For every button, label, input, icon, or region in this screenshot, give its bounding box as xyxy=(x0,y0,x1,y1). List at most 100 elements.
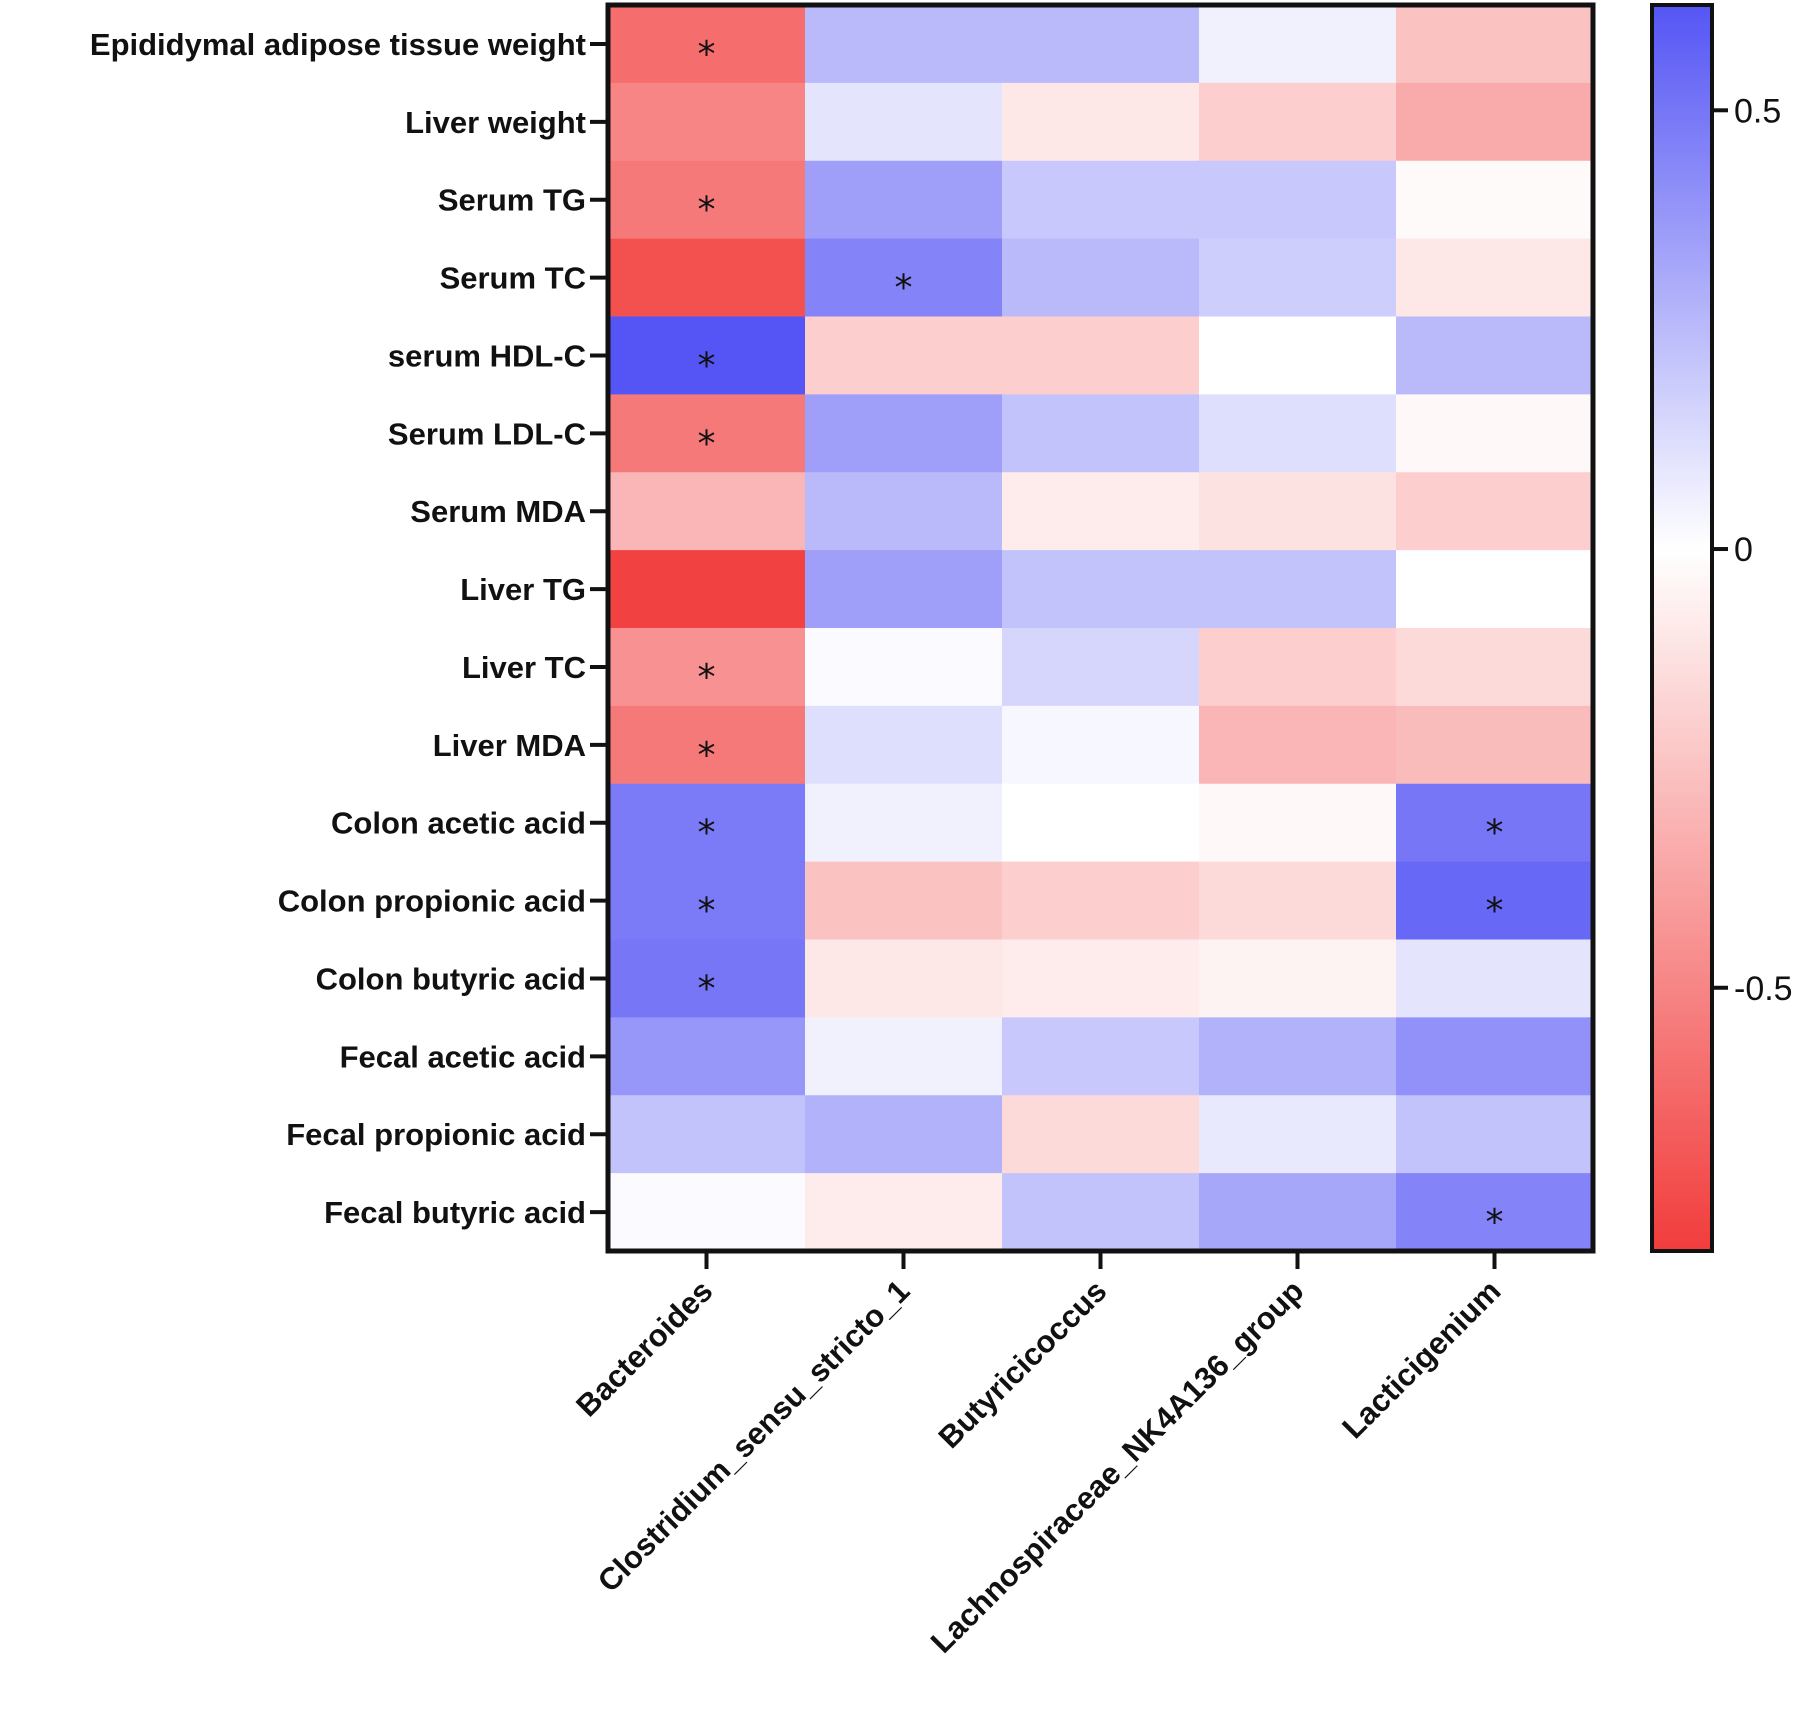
heatmap-cell xyxy=(1396,472,1594,551)
heatmap-cell xyxy=(1199,628,1397,707)
heatmap-cell xyxy=(1396,550,1594,629)
heatmap-cell xyxy=(608,1095,806,1174)
heatmap-cell xyxy=(1396,861,1594,941)
significance-star: * xyxy=(698,968,716,1009)
heatmap-cell xyxy=(805,861,1003,941)
heatmap-cell xyxy=(1396,238,1594,318)
heatmap-cell xyxy=(1396,705,1594,785)
heatmap-cell xyxy=(608,1017,806,1096)
heatmap-cell xyxy=(1199,1173,1397,1252)
heatmap-cell xyxy=(1199,238,1397,318)
row-label: Serum TC xyxy=(440,261,586,296)
heatmap-cell xyxy=(1199,783,1397,863)
heatmap-cell xyxy=(1396,316,1594,395)
significance-star: * xyxy=(698,657,716,698)
heatmap-cell xyxy=(608,394,806,473)
row-axis: Epididymal adipose tissue weight Liver we… xyxy=(90,27,608,1230)
heatmap-cell xyxy=(1002,1017,1200,1096)
heatmap-cell xyxy=(1002,1173,1200,1252)
heatmap-cell xyxy=(1002,394,1200,473)
significance-star: * xyxy=(1486,891,1504,932)
heatmap-cell xyxy=(608,316,806,395)
column-label: Lacticigenium xyxy=(1335,1273,1507,1445)
column-label: Clostridium_sensu_stricto_1 xyxy=(591,1273,917,1599)
row-label: Colon acetic acid xyxy=(331,806,586,841)
heatmap-cells xyxy=(608,5,1594,1252)
row-label: Serum TG xyxy=(438,183,586,218)
heatmap-cell xyxy=(1199,939,1397,1018)
significance-star: * xyxy=(1486,1202,1504,1243)
colorbar-gradient xyxy=(1650,3,1714,1253)
heatmap-cell xyxy=(1199,861,1397,941)
significance-star: * xyxy=(698,34,716,75)
significance-star: * xyxy=(698,345,716,386)
heatmap-cell xyxy=(1199,550,1397,629)
colorbar-tick-label: 0.5 xyxy=(1734,92,1781,130)
significance-star: * xyxy=(698,735,716,776)
heatmap-cell xyxy=(1396,160,1594,240)
row-label: serum HDL-C xyxy=(388,338,586,373)
heatmap-cell xyxy=(608,861,806,941)
column-label: Bacteroides xyxy=(569,1273,719,1423)
colorbar-tick-label: 0 xyxy=(1734,531,1753,569)
column-label: Butyricicoccus xyxy=(932,1273,1114,1455)
colorbar-tick-label: -0.5 xyxy=(1734,970,1793,1008)
heatmap-cell xyxy=(608,783,806,863)
heatmap-cell xyxy=(1199,394,1397,473)
row-label: Fecal acetic acid xyxy=(340,1039,586,1074)
heatmap-cell xyxy=(1396,628,1594,707)
heatmap-cell xyxy=(805,628,1003,707)
heatmap-cell xyxy=(608,705,806,785)
heatmap-cell xyxy=(1396,939,1594,1018)
heatmap-cell xyxy=(608,939,806,1018)
significance-star: * xyxy=(698,423,716,464)
row-label: Liver TG xyxy=(460,572,586,607)
heatmap-cell xyxy=(1396,394,1594,473)
heatmap-cell xyxy=(805,550,1003,629)
row-label: Fecal butyric acid xyxy=(324,1195,586,1230)
heatmap-cell xyxy=(805,160,1003,240)
heatmap-cell xyxy=(1199,1017,1397,1096)
row-label: Fecal propionic acid xyxy=(286,1117,586,1152)
row-label: Liver weight xyxy=(405,105,586,140)
row-label: Liver MDA xyxy=(433,728,586,763)
significance-star: * xyxy=(698,190,716,231)
heatmap-cell xyxy=(805,5,1003,84)
heatmap-cell xyxy=(608,472,806,551)
heatmap-cell xyxy=(1199,5,1397,84)
heatmap-cell xyxy=(608,82,806,162)
row-label: Serum MDA xyxy=(410,494,586,529)
heatmap-cell xyxy=(608,628,806,707)
heatmap-cell xyxy=(1002,82,1200,162)
heatmap-cell xyxy=(1002,5,1200,84)
column-label: Lachnospiraceae_NK4A136_group xyxy=(924,1273,1311,1660)
heatmap-cell xyxy=(1002,472,1200,551)
heatmap-cell xyxy=(1002,939,1200,1018)
heatmap-cell xyxy=(1199,1095,1397,1174)
row-label: Epididymal adipose tissue weight xyxy=(90,27,586,62)
heatmap-cell xyxy=(1396,1017,1594,1096)
heatmap-cell xyxy=(1396,1095,1594,1174)
heatmap-cell xyxy=(805,1173,1003,1252)
significance-star: * xyxy=(698,813,716,854)
heatmap-cell xyxy=(805,472,1003,551)
heatmap-cell xyxy=(608,160,806,240)
heatmap-cell xyxy=(1002,550,1200,629)
heatmap-cell xyxy=(805,939,1003,1018)
heatmap-cell xyxy=(1002,861,1200,941)
heatmap-cell xyxy=(1396,82,1594,162)
heatmap-cell xyxy=(1396,5,1594,84)
heatmap-cell xyxy=(1002,628,1200,707)
heatmap-cell xyxy=(1199,316,1397,395)
heatmap-cell xyxy=(608,238,806,318)
heatmap-cell xyxy=(805,316,1003,395)
heatmap-cell xyxy=(1002,783,1200,863)
heatmap-cell xyxy=(608,5,806,84)
significance-markers: * * * * * * * * * * * * * xyxy=(698,34,1504,1243)
heatmap-cell xyxy=(805,783,1003,863)
heatmap-cell xyxy=(1002,238,1200,318)
heatmap-cell xyxy=(1199,705,1397,785)
heatmap-cell xyxy=(1002,705,1200,785)
